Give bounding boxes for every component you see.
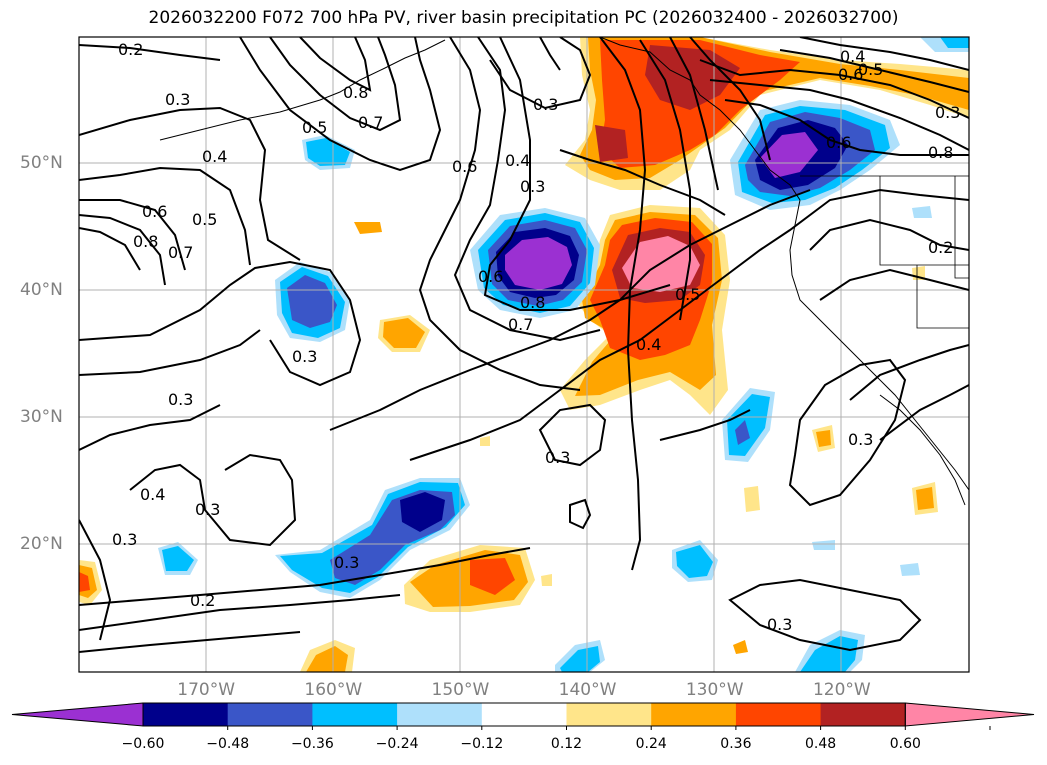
- contour-label: 0.3: [112, 530, 137, 549]
- contour-label: 0.6: [826, 133, 851, 152]
- colorbar-frame: [142, 702, 906, 727]
- aleutian-islands: [159, 39, 446, 141]
- contour-label: 0.6: [478, 267, 503, 286]
- contour-label: 0.5: [302, 118, 327, 137]
- lon-tick-label: 170°W: [177, 680, 236, 700]
- colorbar-tick-label: −0.36: [290, 736, 334, 752]
- contour-label: 0.2: [190, 591, 215, 610]
- pv-contours: [79, 37, 969, 653]
- contour-label: 0.2: [118, 40, 143, 59]
- colorbar-extend-max: [904, 702, 1035, 727]
- contour-label: 0.3: [195, 500, 220, 519]
- colorbar-segment: [651, 703, 737, 726]
- contour-label: 0.3: [767, 615, 792, 634]
- lat-tick-label: 30°N: [20, 407, 63, 427]
- colorbar-segment: [397, 703, 483, 726]
- contour-label: 0.4: [840, 47, 865, 66]
- north-america-west-coast: [789, 199, 969, 491]
- state-borders: [800, 175, 969, 329]
- contour-label: 0.7: [168, 243, 193, 262]
- contour-label: 0.2: [928, 238, 953, 257]
- colorbar-tick-label: 0.24: [635, 736, 667, 752]
- colorbar-tick-label: 0.36: [720, 736, 752, 752]
- baja-california: [879, 394, 966, 506]
- coastlines: [159, 37, 969, 506]
- colorbar-segment: [735, 703, 822, 726]
- contour-label: 0.4: [202, 147, 227, 166]
- contour-label: 0.3: [848, 430, 873, 449]
- contour-label: 0.3: [292, 347, 317, 366]
- colorbar: [11, 702, 1035, 730]
- lon-tick-label: 150°W: [431, 680, 490, 700]
- contour-label: 0.8: [928, 143, 953, 162]
- contour-label: 0.6: [142, 202, 167, 221]
- lon-tick-label: 120°W: [812, 680, 871, 700]
- contour-label: 0.3: [533, 95, 558, 114]
- colorbar-extend-min: [11, 702, 144, 727]
- colorbar-segment: [820, 703, 906, 726]
- colorbar-segment: [312, 703, 398, 726]
- lon-tick-label: 160°W: [304, 680, 363, 700]
- contour-label: 0.3: [935, 103, 960, 122]
- colorbar-tick-label: −0.60: [121, 736, 165, 752]
- graticule: [79, 37, 969, 672]
- lat-tick-label: 40°N: [20, 280, 63, 300]
- lon-tick-label: 130°W: [685, 680, 744, 700]
- colorbar-segment: [143, 703, 229, 726]
- contour-label: 0.7: [358, 113, 383, 132]
- colorbar-tick-label: −0.48: [206, 736, 250, 752]
- shaded-precip-anomalies: [79, 37, 969, 672]
- contour-label: 0.3: [165, 90, 190, 109]
- contour-labels: 0.2 0.3 0.8 0.7 0.5 0.4 0.6 0.8 0.7 0.5 …: [112, 40, 960, 634]
- colorbar-segment: [227, 703, 313, 726]
- alaska-coast: [599, 37, 801, 201]
- contour-label: 0.3: [520, 177, 545, 196]
- contour-label: 0.6: [838, 65, 863, 84]
- map-frame: [78, 36, 970, 673]
- contour-label: 0.4: [636, 335, 661, 354]
- colorbar-segment: [481, 703, 567, 726]
- colorbar-segment: [566, 703, 652, 726]
- colorbar-tick-label: −0.24: [375, 736, 419, 752]
- contour-label: 0.4: [505, 151, 530, 170]
- contour-label: 0.8: [520, 293, 545, 312]
- colorbar-tick-label: −0.12: [460, 736, 504, 752]
- contour-label: 0.4: [140, 485, 165, 504]
- contour-label: 0.3: [545, 448, 570, 467]
- lat-tick-label: 20°N: [20, 534, 63, 554]
- contour-label: 0.5: [192, 210, 217, 229]
- contour-label: 0.8: [343, 83, 368, 102]
- contour-label: 0.3: [334, 553, 359, 572]
- contour-label: 0.5: [858, 60, 883, 79]
- contour-label: 0.5: [675, 285, 700, 304]
- contour-label: 0.8: [133, 232, 158, 251]
- lon-tick-label: 140°W: [558, 680, 617, 700]
- lat-tick-label: 50°N: [20, 153, 63, 173]
- colorbar-tick-label: 0.12: [550, 736, 583, 752]
- colorbar-tick-label: 0.48: [805, 736, 837, 752]
- contour-label: 0.6: [452, 157, 477, 176]
- colorbar-tick-label: 0.60: [889, 736, 921, 752]
- map-title: 2026032200 F072 700 hPa PV, river basin …: [148, 8, 899, 28]
- contour-label: 0.3: [168, 390, 193, 409]
- contour-label: 0.7: [508, 315, 533, 334]
